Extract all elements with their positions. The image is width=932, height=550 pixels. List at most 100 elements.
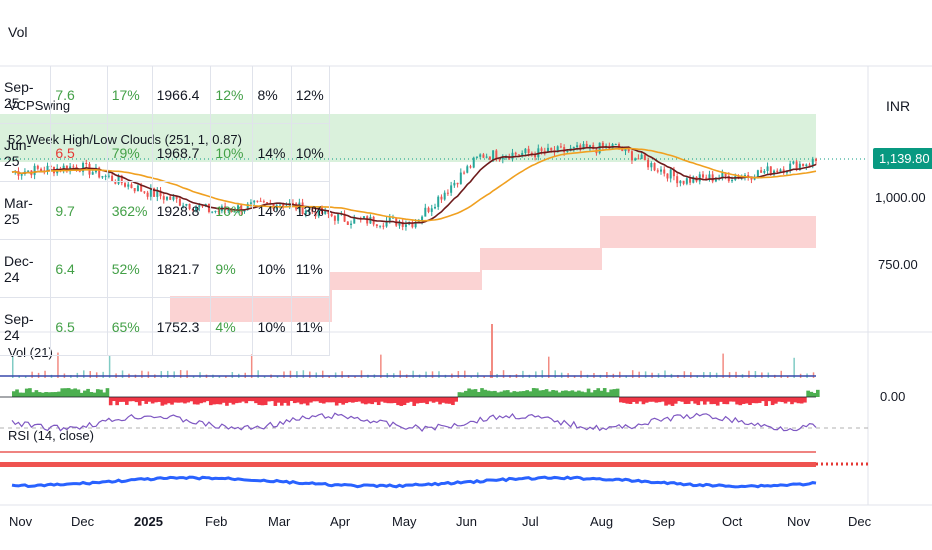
histogram-bar: [328, 397, 333, 403]
histogram-bar: [551, 390, 555, 397]
histogram-bar: [18, 392, 23, 397]
candle-body: [808, 164, 811, 166]
volume-bar: [412, 370, 414, 378]
histogram-bar: [389, 397, 394, 404]
candle-body: [666, 173, 669, 179]
histogram-bar: [44, 391, 48, 397]
histogram-bar: [661, 397, 665, 402]
histogram-bar: [338, 397, 342, 404]
histogram-bar: [444, 397, 449, 404]
histogram-bar: [654, 397, 659, 403]
eps-cell: 7.6: [50, 66, 108, 124]
histogram-bar: [50, 392, 55, 397]
eps-growth-cell: 52%: [107, 239, 153, 298]
candle-body: [417, 220, 420, 223]
candle-body: [543, 150, 546, 153]
histogram-bar: [560, 390, 565, 397]
histogram-bar: [205, 397, 210, 402]
histogram-bar: [173, 397, 178, 403]
histogram-bar: [276, 397, 281, 403]
candle-body: [337, 214, 340, 221]
histogram-bar: [686, 397, 691, 404]
revenue-growth-cell: 4%: [210, 297, 254, 356]
histogram-bar: [238, 397, 242, 403]
histogram-bar: [292, 397, 297, 404]
candle-body: [763, 170, 766, 173]
candle-body: [588, 145, 591, 148]
volume-bar: [812, 372, 815, 378]
volume-bar: [160, 371, 163, 378]
candle-body: [350, 223, 353, 225]
quarter-cell: Sep-24: [0, 297, 52, 356]
histogram-bar: [34, 390, 39, 397]
volume-bar: [748, 370, 750, 378]
candle-body: [795, 161, 798, 171]
histogram-bar: [580, 391, 584, 397]
histogram-bar: [447, 397, 452, 404]
histogram-bar: [644, 397, 649, 403]
histogram-bar: [454, 397, 458, 402]
histogram-bar: [79, 392, 84, 397]
volume-bar: [296, 371, 298, 378]
histogram-bar: [363, 397, 368, 405]
candle-body: [524, 148, 527, 154]
revenue-growth-cell: 10%: [210, 181, 254, 240]
volume-bar: [722, 353, 724, 378]
histogram-bar: [767, 397, 772, 402]
histogram-bar: [431, 397, 436, 403]
histogram-bar: [360, 397, 365, 404]
histogram-bar: [176, 397, 181, 403]
volume-bar: [431, 371, 434, 378]
volume-bar: [192, 375, 195, 378]
candle-body: [456, 182, 459, 185]
histogram-bar: [790, 397, 794, 405]
volume-bar: [638, 371, 640, 378]
zero-label: 0.00: [880, 389, 906, 404]
volume-bar: [257, 370, 259, 378]
histogram-bar: [548, 391, 552, 397]
candle-body: [621, 148, 624, 152]
revenue-growth-cell: 10%: [210, 123, 254, 182]
candle-body: [443, 192, 446, 200]
histogram-bar: [567, 391, 572, 397]
volume-bar: [186, 370, 188, 378]
candle-body: [404, 224, 407, 227]
histogram-bar: [386, 397, 391, 404]
candle-body: [401, 221, 404, 227]
histogram-bar: [793, 397, 798, 403]
histogram-bar: [641, 397, 646, 405]
volume-bar: [644, 371, 647, 378]
margin-cell: 13%: [291, 181, 331, 240]
candle-body: [689, 178, 692, 183]
histogram-bar: [757, 397, 762, 403]
volume-bar: [289, 370, 292, 378]
histogram-bar: [218, 397, 223, 405]
candle-body: [566, 150, 569, 152]
histogram-bar: [648, 397, 652, 402]
candle-body: [459, 172, 462, 185]
histogram-bar: [434, 397, 439, 402]
histogram-bar: [341, 397, 345, 405]
volume-bar: [83, 370, 85, 378]
candle-body: [375, 224, 378, 227]
candle-body: [582, 143, 585, 150]
histogram-bar: [250, 397, 255, 402]
histogram-bar: [761, 397, 765, 402]
histogram-bar: [464, 390, 468, 397]
histogram-bar: [37, 392, 42, 397]
x-tick-jul: Jul: [522, 514, 539, 529]
histogram-bar: [70, 389, 74, 397]
candle-body: [433, 206, 436, 209]
candle-body: [653, 163, 656, 171]
histogram-bar: [283, 397, 287, 403]
histogram-bar: [796, 397, 801, 404]
candle-body: [450, 185, 453, 193]
histogram-bar: [512, 391, 517, 397]
histogram-bar: [202, 397, 207, 403]
histogram-bar: [263, 397, 268, 406]
histogram-bar: [157, 397, 161, 402]
histogram-bar: [273, 397, 278, 406]
histogram-bar: [53, 392, 58, 397]
candle-body: [640, 154, 643, 159]
histogram-bar: [496, 392, 500, 397]
